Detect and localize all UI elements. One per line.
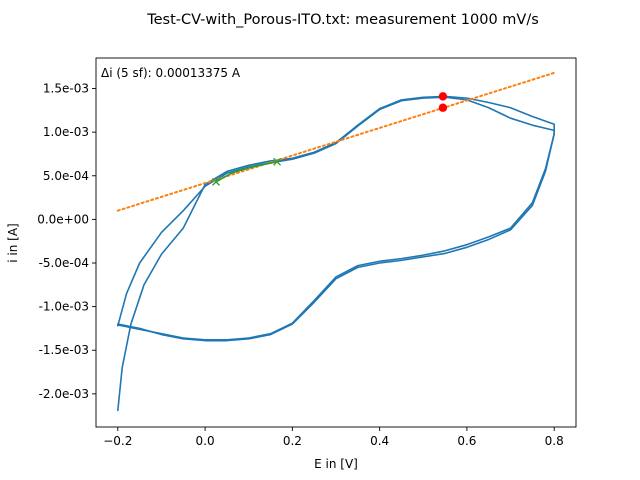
x-tick-label: 0.6 bbox=[457, 434, 476, 448]
axes-frame bbox=[95, 57, 577, 428]
y-tick-label: -5.0e-04 bbox=[39, 256, 89, 270]
delta-i-annotation: Δi (5 sf): 0.00013375 A bbox=[101, 66, 241, 80]
x-tick-label: 0.0 bbox=[196, 434, 215, 448]
marker-peak bbox=[438, 92, 448, 101]
y-tick-label: -1.5e-03 bbox=[39, 343, 89, 357]
marker-baseline-at-peak bbox=[438, 103, 448, 112]
chart-title: Test-CV-with_Porous-ITO.txt: measurement… bbox=[146, 12, 539, 28]
y-tick-label: 0.0e+00 bbox=[37, 212, 89, 226]
x-tick-label: −0.2 bbox=[103, 434, 132, 448]
y-tick-label: -1.0e-03 bbox=[39, 300, 89, 314]
plot-content bbox=[116, 71, 556, 412]
x-axis: −0.2 0.0 0.2 0.4 0.6 0.8 bbox=[103, 427, 564, 448]
marker-fit-end bbox=[273, 157, 282, 166]
x-tick-label: 0.2 bbox=[283, 434, 302, 448]
x-tick-label: 0.8 bbox=[545, 434, 564, 448]
y-axis-label: i in [A] bbox=[6, 223, 20, 262]
series-baseline bbox=[116, 71, 556, 212]
y-axis: -2.0e-03 -1.5e-03 -1.0e-03 -5.0e-04 0.0e+00 5… bbox=[37, 82, 96, 401]
x-axis-label: E in [V] bbox=[314, 457, 358, 471]
y-tick-label: 1.0e-03 bbox=[43, 125, 89, 139]
y-tick-label: -2.0e-03 bbox=[39, 387, 89, 401]
x-tick-label: 0.4 bbox=[370, 434, 389, 448]
series-fit-region bbox=[215, 161, 278, 183]
y-tick-label: 5.0e-04 bbox=[43, 169, 89, 183]
y-tick-label: 1.5e-03 bbox=[43, 82, 89, 96]
marker-fit-start bbox=[212, 177, 220, 186]
